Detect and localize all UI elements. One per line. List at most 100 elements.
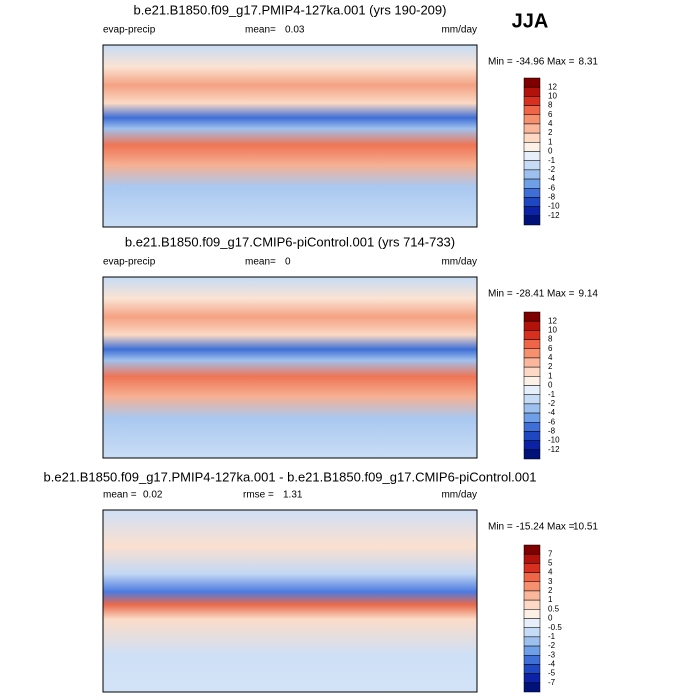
colorbar-box xyxy=(523,572,541,582)
colorbar-box xyxy=(523,206,541,217)
season: JJA xyxy=(512,10,549,32)
colorbar-box xyxy=(523,178,541,189)
colorbar-box xyxy=(523,431,541,441)
colorbar-label: -7 xyxy=(548,678,556,687)
panel-title: b.e21.B1850.f09_g17.PMIP4-127ka.001 - b.… xyxy=(44,469,537,484)
colorbar-box xyxy=(523,348,541,359)
colorbar-box xyxy=(523,188,541,198)
map-field xyxy=(102,44,478,228)
colorbar-label: -6 xyxy=(548,183,556,192)
colorbar-label: 0 xyxy=(548,381,553,390)
colorbar-box xyxy=(523,151,541,161)
panel-title: b.e21.B1850.f09_g17.PMIP4-127ka.001 (yrs… xyxy=(134,2,447,17)
colorbar-box xyxy=(523,636,541,647)
colorbar-box xyxy=(523,320,541,331)
colorbar-box xyxy=(523,394,541,405)
colorbar-box xyxy=(523,645,541,656)
panel-title: b.e21.B1850.f09_g17.CMIP6-piControl.001 … xyxy=(125,234,455,249)
colorbar-box xyxy=(523,357,541,368)
stat-value: 0.03 xyxy=(285,25,305,36)
stat-label: mean = xyxy=(103,490,137,501)
colorbar-label: 12 xyxy=(548,82,557,91)
colorbar-label: -5 xyxy=(548,669,556,678)
colorbar-label: 5 xyxy=(548,558,553,567)
colorbar-box xyxy=(523,114,541,125)
colorbar-label: -1 xyxy=(548,632,556,641)
colorbar-box xyxy=(523,385,541,395)
units: mm/day xyxy=(441,490,477,501)
max-label: Max = xyxy=(547,522,575,533)
max-label: Max = xyxy=(547,57,575,68)
colorbar-label: 4 xyxy=(548,568,553,577)
colorbar-label: -1 xyxy=(548,390,556,399)
colorbar-label: -2 xyxy=(548,165,556,174)
stat-value: 0.02 xyxy=(143,490,163,501)
colorbar-box xyxy=(523,673,541,684)
colorbar-label: -1 xyxy=(548,156,556,165)
colorbar-box xyxy=(523,142,541,152)
map-field xyxy=(102,509,478,693)
colorbar-box xyxy=(523,403,541,414)
colorbar-box xyxy=(523,330,541,340)
stat-label: mean= xyxy=(245,257,276,268)
colorbar-box xyxy=(523,412,541,423)
max-value: 10.51 xyxy=(573,522,598,533)
min-value: -28.41 xyxy=(516,289,545,300)
colorbar-box xyxy=(523,581,541,592)
colorbar-box xyxy=(523,197,541,207)
colorbar-label: 0.5 xyxy=(548,604,560,613)
colorbar-label: 4 xyxy=(548,119,553,128)
units: mm/day xyxy=(441,257,477,268)
colorbar-label: 0 xyxy=(548,614,553,623)
colorbar-label: 10 xyxy=(548,91,557,100)
colorbar-box xyxy=(523,105,541,115)
colorbar-box xyxy=(523,563,541,573)
colorbar-box xyxy=(523,544,541,555)
stat-label: mean= xyxy=(245,25,276,36)
colorbar-label: -0.5 xyxy=(548,623,562,632)
colorbar-label: -12 xyxy=(548,445,560,454)
colorbar-box xyxy=(523,215,541,226)
colorbar-box xyxy=(523,664,541,674)
colorbar-label: -3 xyxy=(548,650,556,659)
colorbar-label: -6 xyxy=(548,417,556,426)
colorbar-box xyxy=(523,96,541,106)
colorbar-label: -8 xyxy=(548,427,556,436)
colorbar-label: 1 xyxy=(548,371,553,380)
stat-value: 1.31 xyxy=(283,490,303,501)
variable-label: evap-precip xyxy=(103,257,156,268)
min-value: -34.96 xyxy=(516,57,545,68)
colorbar-label: 4 xyxy=(548,353,553,362)
colorbar-label: 12 xyxy=(548,316,557,325)
colorbar-box xyxy=(523,655,541,665)
colorbar-box xyxy=(523,609,541,619)
colorbar-box xyxy=(523,449,541,460)
colorbar-label: 8 xyxy=(548,335,553,344)
map-field xyxy=(102,276,478,459)
colorbar-box xyxy=(523,132,541,143)
colorbar-label: 7 xyxy=(548,549,553,558)
colorbar-box xyxy=(523,123,541,134)
max-value: 9.14 xyxy=(579,289,599,300)
stat-label: rmse = xyxy=(243,490,274,501)
colorbar-box xyxy=(523,77,541,88)
colorbar-box xyxy=(523,311,541,322)
colorbar-label: -4 xyxy=(548,174,556,183)
colorbar-label: 6 xyxy=(548,110,553,119)
colorbar-label: 2 xyxy=(548,362,553,371)
colorbar-box xyxy=(523,86,541,97)
colorbar-label: -8 xyxy=(548,193,556,202)
colorbar-label: -4 xyxy=(548,408,556,417)
colorbar-label: -10 xyxy=(548,202,560,211)
colorbar-box xyxy=(523,422,541,432)
colorbar-box xyxy=(523,339,541,349)
colorbar-box xyxy=(523,169,541,180)
max-label: Max = xyxy=(547,289,575,300)
colorbar-label: 10 xyxy=(548,325,557,334)
colorbar-label: -4 xyxy=(548,660,556,669)
colorbar-label: 1 xyxy=(548,595,553,604)
colorbar-label: -2 xyxy=(548,641,556,650)
colorbar-label: 2 xyxy=(548,586,553,595)
colorbar-box xyxy=(523,160,541,171)
